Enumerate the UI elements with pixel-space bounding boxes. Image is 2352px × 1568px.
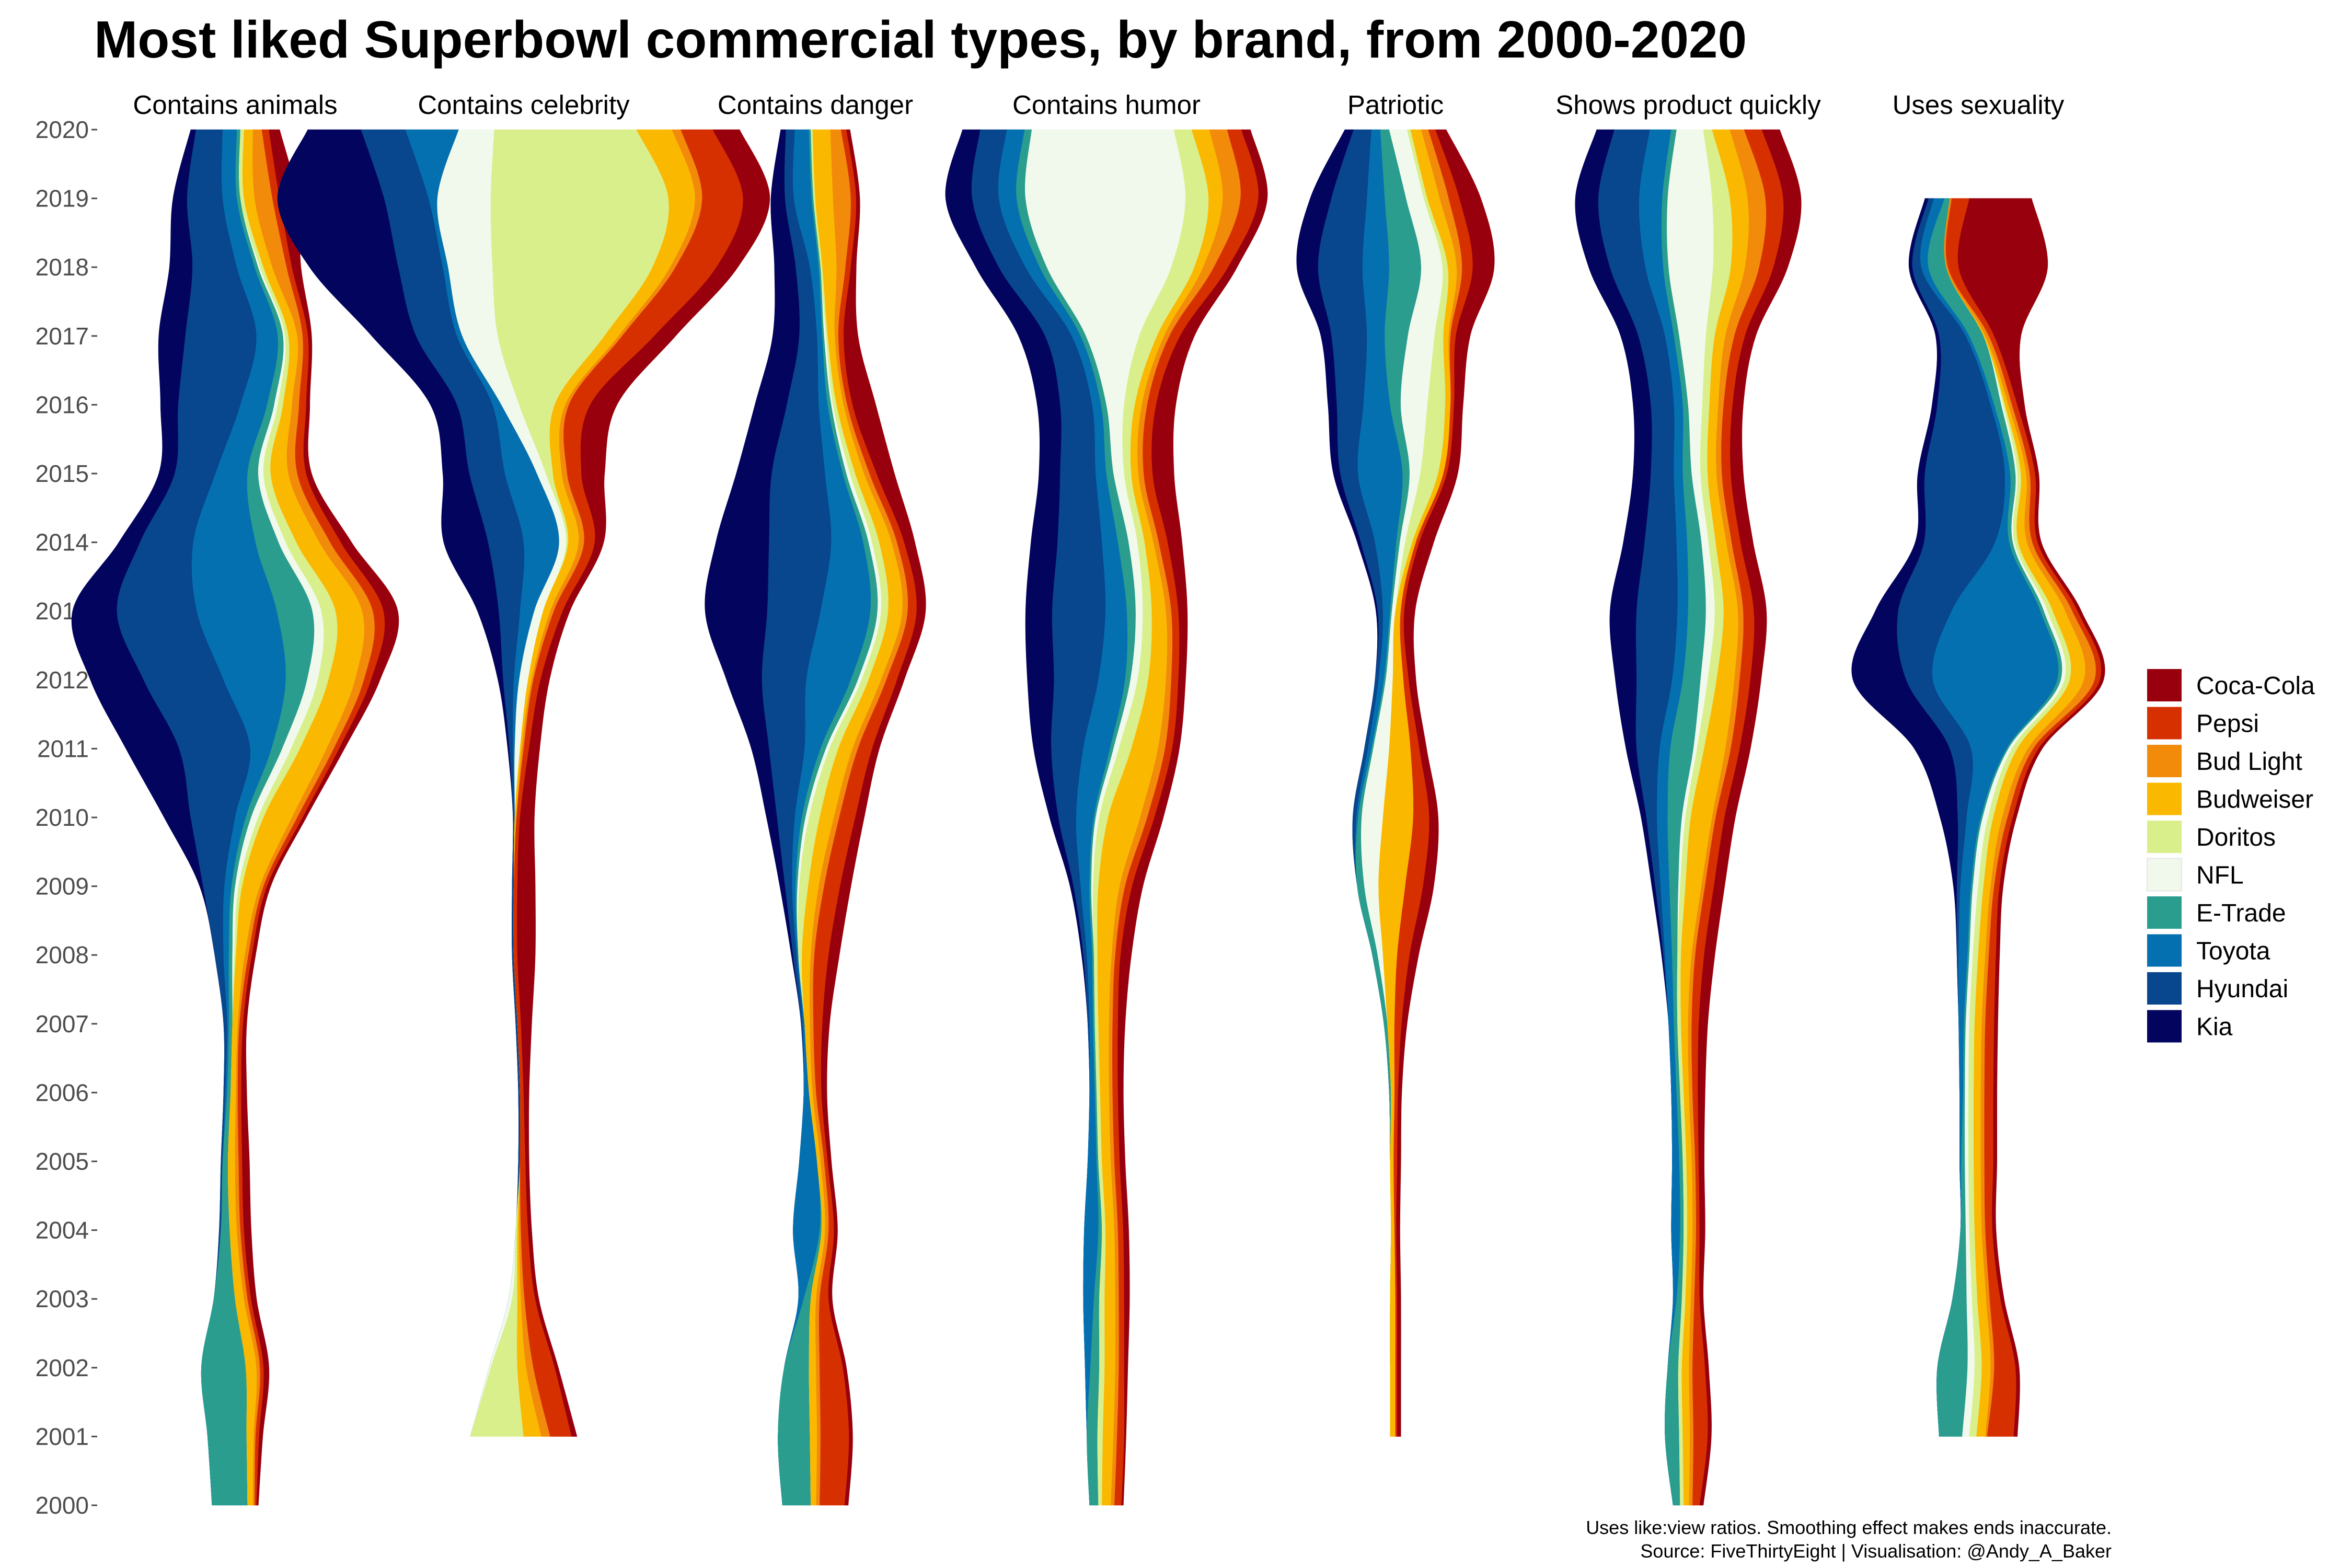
facet-contains-danger: Contains danger [705, 90, 926, 1506]
y-tick-label-2017: 2017 [36, 322, 89, 350]
y-tick-label-2009: 2009 [36, 873, 89, 900]
y-tick-label-2007: 2007 [36, 1010, 89, 1037]
facet-label: Contains danger [718, 90, 913, 120]
caption-line-1: Uses like:view ratios. Smoothing effect … [1586, 1517, 2112, 1538]
y-tick-label-2005: 2005 [36, 1148, 89, 1175]
stream-coca-cola [517, 129, 770, 1437]
y-tick-label-2011: 2011 [37, 735, 89, 762]
facet-patriotic: Patriotic [1296, 90, 1495, 1437]
stream-coca-cola [1117, 129, 1268, 1506]
legend-label: Hyundai [2196, 975, 2288, 1003]
facet-label: Patriotic [1347, 90, 1444, 120]
legend-item-hyundai: Hyundai [2147, 972, 2288, 1005]
legend-item-coca-cola: Coca-Cola [2147, 669, 2315, 701]
y-tick-label-2012: 2012 [36, 666, 89, 694]
legend-item-toyota: Toyota [2147, 934, 2270, 967]
y-tick-label-2008: 2008 [36, 941, 89, 969]
legend-label: Budweiser [2196, 786, 2313, 814]
facet-label: Uses sexuality [1893, 90, 2065, 120]
y-axis: 2020201920182017201620152014201320122011… [36, 116, 97, 1519]
facets: Contains animals Contains celebrity Contai… [71, 90, 2105, 1506]
y-tick-label-2010: 2010 [36, 804, 89, 831]
facet-contains-celebrity: Contains celebrity [277, 90, 770, 1437]
facet-shows-product-quickly: Shows product quickly [1555, 90, 1821, 1506]
facet-uses-sexuality: Uses sexuality [1851, 90, 2105, 1437]
legend-label: Doritos [2196, 824, 2276, 851]
legend-swatch [2147, 972, 2182, 1005]
legend-swatch [2147, 934, 2182, 967]
legend-swatch [2147, 707, 2182, 740]
y-tick-label-2003: 2003 [36, 1285, 89, 1312]
legend-item-e-trade: E-Trade [2147, 896, 2286, 929]
y-tick-label-2002: 2002 [36, 1354, 89, 1381]
y-tick-label-2001: 2001 [36, 1423, 89, 1450]
legend-label: NFL [2196, 862, 2244, 890]
caption-line-2: Source: FiveThirtyEight | Visualisation:… [1640, 1540, 2112, 1562]
stream-coca-cola [1396, 129, 1495, 1437]
facet-label: Shows product quickly [1555, 90, 1821, 120]
stream-coca-cola [821, 129, 926, 1506]
chart-title: Most liked Superbowl commercial types, b… [94, 10, 1747, 69]
legend-label: Kia [2196, 1013, 2233, 1041]
facet-label: Contains humor [1012, 90, 1201, 120]
y-tick-label-2004: 2004 [36, 1217, 89, 1244]
legend-label: Pepsi [2196, 710, 2259, 738]
y-tick-label-2014: 2014 [36, 529, 89, 556]
legend-label: Coca-Cola [2196, 672, 2315, 700]
legend-swatch [2147, 1010, 2182, 1043]
y-tick-label-2006: 2006 [36, 1079, 89, 1106]
facet-contains-humor: Contains humor [945, 90, 1268, 1506]
legend-label: Toyota [2196, 938, 2270, 965]
legend-swatch [2147, 821, 2182, 853]
legend-swatch [2147, 669, 2182, 701]
legend-swatch [2147, 782, 2182, 815]
caption: Uses like:view ratios. Smoothing effect … [1586, 1517, 2112, 1562]
legend-item-bud-light: Bud Light [2147, 745, 2302, 777]
y-tick-label-2015: 2015 [36, 460, 89, 487]
legend-label: Bud Light [2196, 748, 2302, 776]
facet-label: Contains celebrity [418, 90, 630, 120]
legend-item-pepsi: Pepsi [2147, 707, 2259, 740]
legend-label: E-Trade [2196, 900, 2286, 927]
legend-swatch [2147, 745, 2182, 777]
y-tick-label-2018: 2018 [36, 253, 89, 281]
y-tick-label-2000: 2000 [36, 1492, 89, 1519]
legend: Coca-Cola Pepsi Bud Light Budweiser Doritos N… [2147, 669, 2315, 1043]
legend-item-nfl: NFL [2147, 858, 2244, 892]
facet-contains-animals: Contains animals [71, 90, 399, 1506]
y-tick-label-2016: 2016 [36, 391, 89, 418]
legend-item-budweiser: Budweiser [2147, 782, 2313, 815]
stream-coca-cola [1957, 198, 2105, 1437]
facet-label: Contains animals [133, 90, 337, 120]
stream-coca-cola [1698, 129, 1802, 1506]
legend-swatch [2147, 896, 2182, 929]
y-tick-label-2019: 2019 [36, 185, 89, 212]
stream-coca-cola [241, 129, 399, 1506]
legend-item-kia: Kia [2147, 1010, 2233, 1043]
legend-item-doritos: Doritos [2147, 821, 2276, 853]
legend-swatch [2147, 858, 2182, 892]
y-tick-label-2020: 2020 [36, 116, 89, 143]
